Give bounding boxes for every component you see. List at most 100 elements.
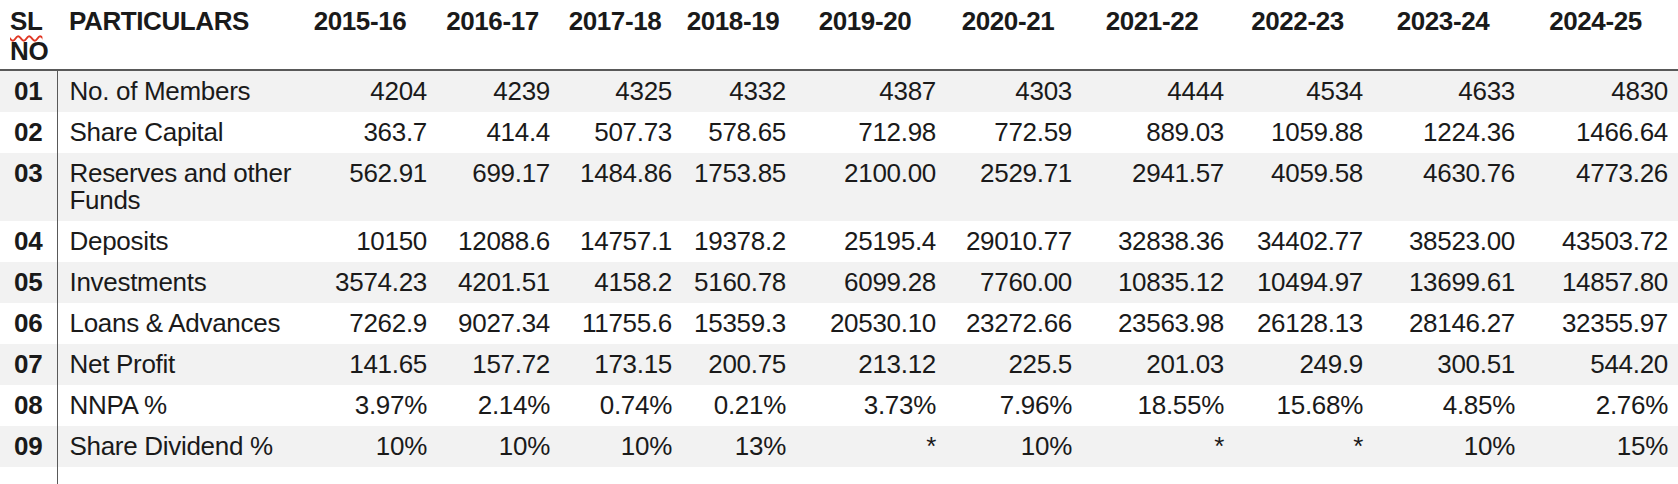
- value-cell: 4.85%: [1373, 385, 1525, 426]
- value-cell: 4332: [682, 70, 796, 112]
- header-year-2015-16: 2015-16: [295, 0, 437, 70]
- value-cell: 1484.86: [560, 153, 682, 221]
- header-year-2019-20: 2019-20: [796, 0, 946, 70]
- value-cell: 10%: [560, 426, 682, 467]
- header-year-2022-23: 2022-23: [1234, 0, 1373, 70]
- value-cell: 43503.72: [1525, 221, 1678, 262]
- header-row: SLNO PARTICULARS 2015-16 2016-17 2017-18…: [0, 0, 1678, 70]
- value-cell: 1753.85: [682, 153, 796, 221]
- particulars-cell: NNPA %: [57, 385, 295, 426]
- sl-cell: 07: [0, 344, 57, 385]
- value-cell: 141.65: [295, 344, 437, 385]
- value-cell: 414.4: [437, 112, 560, 153]
- header-year-2023-24: 2023-24: [1373, 0, 1525, 70]
- value-cell: 0.21%: [682, 385, 796, 426]
- header-no-label: NO: [10, 36, 48, 66]
- value-cell: *: [796, 426, 946, 467]
- value-cell: 28146.27: [1373, 303, 1525, 344]
- value-cell: 10%: [946, 426, 1082, 467]
- value-cell: 11755.6: [560, 303, 682, 344]
- value-cell: 15%: [1525, 426, 1678, 467]
- value-cell: 13%: [682, 426, 796, 467]
- table-row: 06Loans & Advances7262.99027.3411755.615…: [0, 303, 1678, 344]
- header-year-2021-22: 2021-22: [1082, 0, 1234, 70]
- value-cell: 1466.64: [1525, 112, 1678, 153]
- value-cell: 6099.28: [796, 262, 946, 303]
- value-cell: 4158.2: [560, 262, 682, 303]
- value-cell: 2529.71: [946, 153, 1082, 221]
- value-cell: 173.15: [560, 344, 682, 385]
- sl-cell: 01: [0, 70, 57, 112]
- table-row: 05Investments3574.234201.514158.25160.78…: [0, 262, 1678, 303]
- value-cell: 10%: [295, 426, 437, 467]
- sl-cell: 09: [0, 426, 57, 467]
- value-cell: 889.03: [1082, 112, 1234, 153]
- value-cell: 157.72: [437, 344, 560, 385]
- header-particulars: PARTICULARS: [57, 0, 295, 70]
- value-cell: 225.5: [946, 344, 1082, 385]
- value-cell: 9027.34: [437, 303, 560, 344]
- value-cell: 4633: [1373, 70, 1525, 112]
- value-cell: 772.59: [946, 112, 1082, 153]
- value-cell: 10835.12: [1082, 262, 1234, 303]
- header-year-2020-21: 2020-21: [946, 0, 1082, 70]
- table-row: 01No. of Members420442394325433243874303…: [0, 70, 1678, 112]
- value-cell: 578.65: [682, 112, 796, 153]
- value-cell: 4204: [295, 70, 437, 112]
- value-cell: 2941.57: [1082, 153, 1234, 221]
- sl-cell: 08: [0, 385, 57, 426]
- value-cell: 19378.2: [682, 221, 796, 262]
- table-row: 09Share Dividend %10%10%10%13%*10%**10%1…: [0, 426, 1678, 467]
- value-cell: 10%: [1373, 426, 1525, 467]
- header-year-2017-18: 2017-18: [560, 0, 682, 70]
- particulars-cell: Loans & Advances: [57, 303, 295, 344]
- value-cell: 4830: [1525, 70, 1678, 112]
- value-cell: 0.74%: [560, 385, 682, 426]
- sl-cell: 05: [0, 262, 57, 303]
- table-footer: [0, 467, 1678, 484]
- table-row: 03Reserves and other Funds562.91699.1714…: [0, 153, 1678, 221]
- sl-cell: 06: [0, 303, 57, 344]
- value-cell: 32355.97: [1525, 303, 1678, 344]
- sl-cell: 02: [0, 112, 57, 153]
- value-cell: 249.9: [1234, 344, 1373, 385]
- value-cell: 4630.76: [1373, 153, 1525, 221]
- header-sl-label: SL: [10, 6, 42, 36]
- value-cell: 200.75: [682, 344, 796, 385]
- table-row: 07Net Profit141.65157.72173.15200.75213.…: [0, 344, 1678, 385]
- value-cell: 4239: [437, 70, 560, 112]
- value-cell: 544.20: [1525, 344, 1678, 385]
- particulars-cell: No. of Members: [57, 70, 295, 112]
- value-cell: 507.73: [560, 112, 682, 153]
- value-cell: 7.96%: [946, 385, 1082, 426]
- particulars-cell: Share Capital: [57, 112, 295, 153]
- value-cell: 201.03: [1082, 344, 1234, 385]
- value-cell: 18.55%: [1082, 385, 1234, 426]
- particulars-cell: Share Dividend %: [57, 426, 295, 467]
- header-year-2016-17: 2016-17: [437, 0, 560, 70]
- table-row: 04Deposits1015012088.614757.119378.22519…: [0, 221, 1678, 262]
- value-cell: *: [1234, 426, 1373, 467]
- value-cell: 5160.78: [682, 262, 796, 303]
- value-cell: 4773.26: [1525, 153, 1678, 221]
- value-cell: 4387: [796, 70, 946, 112]
- value-cell: 25195.4: [796, 221, 946, 262]
- header-year-2024-25: 2024-25: [1525, 0, 1678, 70]
- value-cell: 7262.9: [295, 303, 437, 344]
- value-cell: 32838.36: [1082, 221, 1234, 262]
- value-cell: 12088.6: [437, 221, 560, 262]
- table-row: 02Share Capital363.7414.4507.73578.65712…: [0, 112, 1678, 153]
- value-cell: 2.76%: [1525, 385, 1678, 426]
- value-cell: 15.68%: [1234, 385, 1373, 426]
- value-cell: 2100.00: [796, 153, 946, 221]
- table-row: 08NNPA %3.97%2.14%0.74%0.21%3.73%7.96%18…: [0, 385, 1678, 426]
- value-cell: 13699.61: [1373, 262, 1525, 303]
- value-cell: 34402.77: [1234, 221, 1373, 262]
- value-cell: 213.12: [796, 344, 946, 385]
- spacer-row: [0, 467, 1678, 484]
- sl-cell: 04: [0, 221, 57, 262]
- value-cell: 10150: [295, 221, 437, 262]
- value-cell: 10494.97: [1234, 262, 1373, 303]
- financial-summary-table: SLNO PARTICULARS 2015-16 2016-17 2017-18…: [0, 0, 1678, 484]
- value-cell: *: [1082, 426, 1234, 467]
